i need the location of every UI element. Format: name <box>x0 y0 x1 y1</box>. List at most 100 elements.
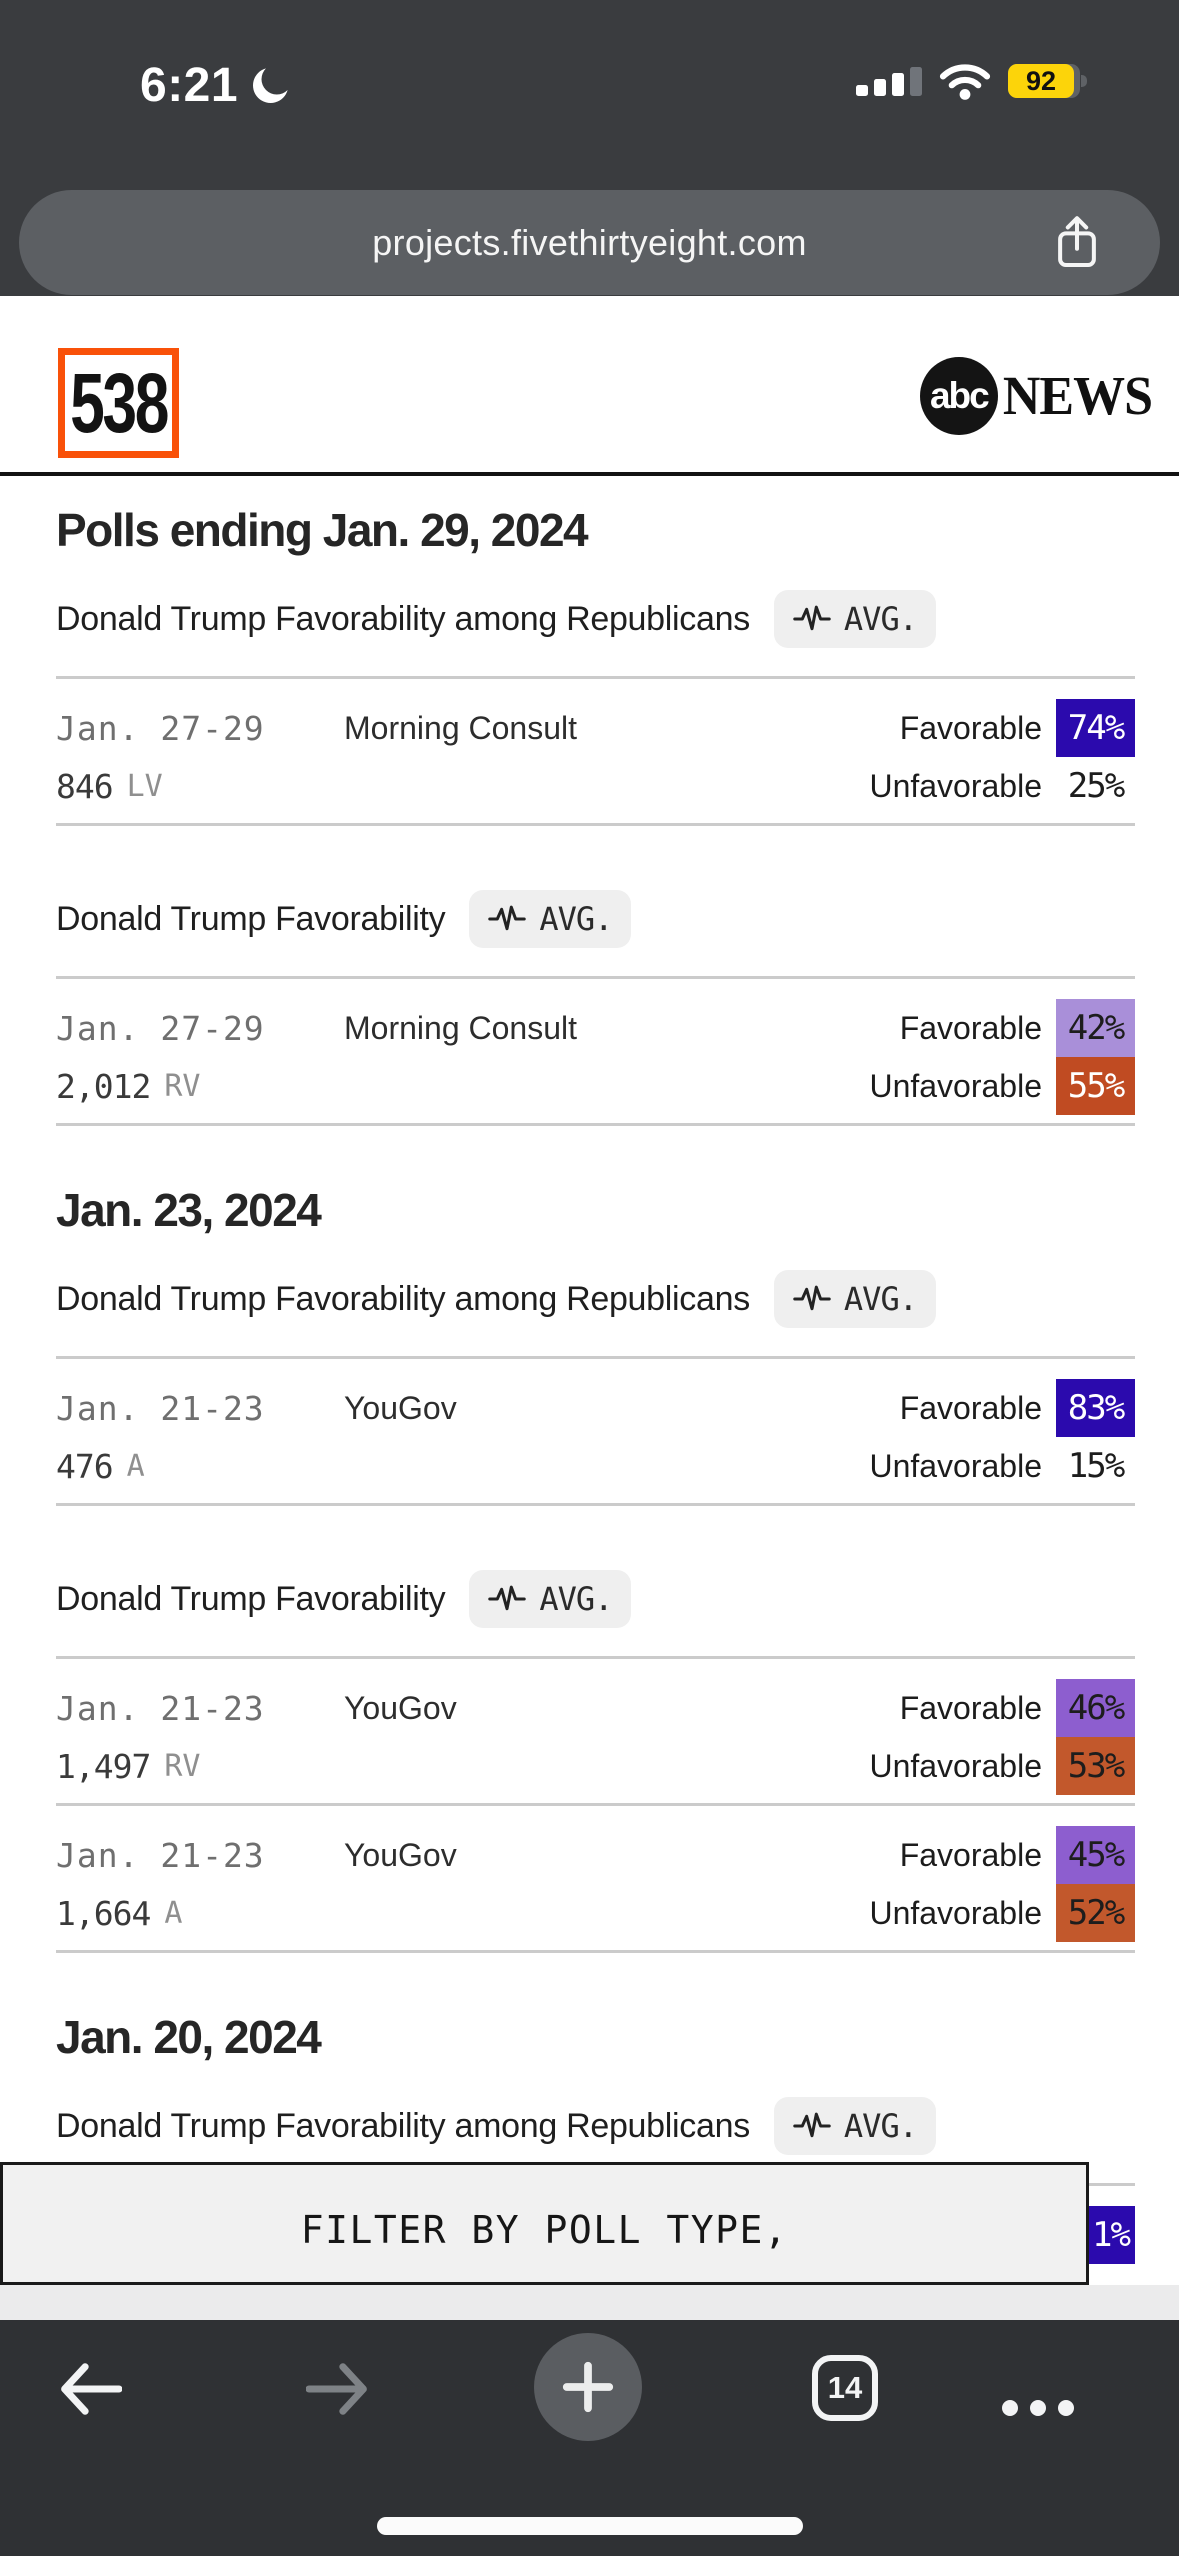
status-icons: 92 <box>856 62 1087 100</box>
browser-bottom-nav: 14 <box>0 2320 1179 2556</box>
pulse-icon <box>488 905 527 933</box>
poll-results: Favorable 45% Unfavorable 52% <box>869 1826 1135 1942</box>
result-label: Unfavorable <box>869 1894 1042 1931</box>
sample-size: 1,497 <box>56 1746 151 1786</box>
filter-by-poll-type-button[interactable]: FILTER BY POLL TYPE, <box>0 2162 1089 2285</box>
poll-group-header: Donald Trump Favorability AVG. <box>56 890 1135 948</box>
avg-label: AVG. <box>843 1280 918 1318</box>
share-icon[interactable] <box>1054 213 1100 271</box>
result-line: Favorable 74% <box>869 699 1135 757</box>
forward-button[interactable] <box>306 2360 370 2418</box>
result-value-badge: 52% <box>1056 1884 1135 1942</box>
poll-meta-line1: Jan. 21-23 YouGov <box>56 1379 457 1437</box>
home-indicator[interactable] <box>377 2517 803 2535</box>
result-line: Favorable 46% <box>869 1679 1135 1737</box>
pollster-name[interactable]: YouGov <box>344 1836 457 1873</box>
poll-meta: Jan. 21-23 YouGov 476 A <box>56 1379 457 1495</box>
poll-group: Donald Trump Favorability among Republic… <box>56 1270 1135 1506</box>
back-button[interactable] <box>58 2360 122 2418</box>
poll-meta-line2: 476 A <box>56 1437 457 1495</box>
date-heading: Jan. 20, 2024 <box>56 2011 322 2063</box>
browser-menu-button[interactable] <box>1002 2400 1074 2416</box>
sample-size: 1,664 <box>56 1893 151 1933</box>
poll-group: Donald Trump Favorability among Republic… <box>56 590 1135 826</box>
avg-toggle-chip[interactable]: AVG. <box>773 590 936 648</box>
poll-row: Jan. 21-23 YouGov 1,664 A Favorable 45% Unfavo… <box>56 1803 1135 1950</box>
result-label: Favorable <box>899 1009 1042 1046</box>
battery-percent: 92 <box>1025 65 1057 96</box>
poll-meta-line2: 846 LV <box>56 757 577 815</box>
poll-results: Favorable 83% Unfavorable 15% <box>869 1379 1135 1495</box>
pollster-name[interactable]: YouGov <box>344 1389 457 1426</box>
poll-dates: Jan. 21-23 <box>56 1688 265 1728</box>
poll-rows: Jan. 27-29 Morning Consult 846 LV Favorable 7… <box>56 676 1135 826</box>
pulse-icon <box>793 605 831 633</box>
pollster-name[interactable]: YouGov <box>344 1689 457 1726</box>
sample-type: RV <box>164 1068 201 1104</box>
pulse-icon <box>488 1585 527 1613</box>
result-value-badge: 53% <box>1056 1737 1135 1795</box>
avg-label: AVG. <box>539 1580 613 1618</box>
poll-row: Jan. 21-23 YouGov 1,497 RV Favorable 46% Unfav… <box>56 1656 1135 1803</box>
result-line: Unfavorable 53% <box>869 1737 1135 1795</box>
url-bar[interactable]: projects.fivethirtyeight.com <box>19 190 1160 295</box>
poll-group-header: Donald Trump Favorability among Republic… <box>56 2097 1135 2155</box>
poll-meta: Jan. 27-29 Morning Consult 846 LV <box>56 699 577 815</box>
poll-meta-line2: 1,497 RV <box>56 1737 457 1795</box>
sample-type: A <box>164 1895 183 1931</box>
pulse-icon <box>793 2112 831 2140</box>
status-time-cluster: 6:21 <box>140 58 293 113</box>
result-line: Unfavorable 15% <box>869 1437 1135 1495</box>
poll-meta: Jan. 21-23 YouGov 1,664 A <box>56 1826 457 1942</box>
pollster-name[interactable]: Morning Consult <box>344 1009 577 1046</box>
abc-news-logo[interactable]: abc NEWS <box>919 357 1153 435</box>
abc-news-wordmark: NEWS <box>1002 366 1153 426</box>
result-label: Favorable <box>899 1389 1042 1426</box>
result-value-badge: 25% <box>1067 766 1125 806</box>
poll-group: Donald Trump Favorability AVG. Jan. 27-29 M… <box>56 890 1135 1126</box>
fivethirtyeight-logo[interactable]: 538 <box>58 348 179 458</box>
battery-icon: 92 <box>1008 64 1087 98</box>
poll-meta-line1: Jan. 21-23 YouGov <box>56 1826 457 1884</box>
new-tab-button[interactable] <box>534 2333 642 2441</box>
tab-switcher-button[interactable]: 14 <box>812 2355 878 2421</box>
poll-group: Donald Trump Favorability AVG. Jan. 21-23 Y… <box>56 1570 1135 1953</box>
fivethirtyeight-logo-text: 538 <box>70 354 169 450</box>
poll-group-header: Donald Trump Favorability among Republic… <box>56 590 1135 648</box>
avg-toggle-chip[interactable]: AVG. <box>469 1570 632 1628</box>
avg-toggle-chip[interactable]: AVG. <box>773 2097 936 2155</box>
avg-label: AVG. <box>843 600 918 638</box>
poll-meta-line1: Jan. 27-29 Morning Consult <box>56 999 577 1057</box>
avg-toggle-chip[interactable]: AVG. <box>773 1270 936 1328</box>
sample-type: RV <box>164 1748 201 1784</box>
wifi-icon <box>939 64 991 100</box>
poll-row: Jan. 27-29 Morning Consult 846 LV Favorable 7… <box>56 676 1135 823</box>
result-value-badge: 15% <box>1067 1446 1125 1486</box>
poll-rows: Jan. 21-23 YouGov 476 A Favorable 83% Unfavora… <box>56 1356 1135 1506</box>
result-value-badge: 74% <box>1056 699 1135 757</box>
avg-label: AVG. <box>843 2107 918 2145</box>
poll-rows: Jan. 21-23 YouGov 1,497 RV Favorable 46% Unfav… <box>56 1656 1135 1953</box>
do-not-disturb-moon-icon <box>253 67 288 103</box>
result-line: Favorable 45% <box>869 1826 1135 1884</box>
sample-size: 2,012 <box>56 1066 151 1106</box>
poll-meta: Jan. 21-23 YouGov 1,497 RV <box>56 1679 457 1795</box>
poll-question-title: Donald Trump Favorability among Republic… <box>56 2106 750 2145</box>
poll-dates: Jan. 21-23 <box>56 1388 265 1428</box>
result-value-badge: 55% <box>1056 1057 1135 1115</box>
poll-rows: Jan. 27-29 Morning Consult 2,012 RV Favorabl… <box>56 976 1135 1126</box>
poll-results: Favorable 46% Unfavorable 53% <box>869 1679 1135 1795</box>
poll-feed: Polls ending Jan. 29, 2024 Donald Trump F… <box>0 476 1179 2556</box>
result-label: Favorable <box>899 709 1042 746</box>
poll-meta: Jan. 27-29 Morning Consult 2,012 RV <box>56 999 577 1115</box>
poll-dates: Jan. 21-23 <box>56 1835 265 1875</box>
clock: 6:21 <box>140 59 239 112</box>
result-line: Unfavorable 55% <box>869 1057 1135 1115</box>
pollster-name[interactable]: Morning Consult <box>344 709 577 746</box>
battery-level: 92 <box>1008 64 1074 98</box>
toolbar-strip <box>0 2285 1179 2320</box>
result-line: Unfavorable 25% <box>869 757 1135 815</box>
avg-toggle-chip[interactable]: AVG. <box>469 890 632 948</box>
result-value-badge: 45% <box>1056 1826 1135 1884</box>
